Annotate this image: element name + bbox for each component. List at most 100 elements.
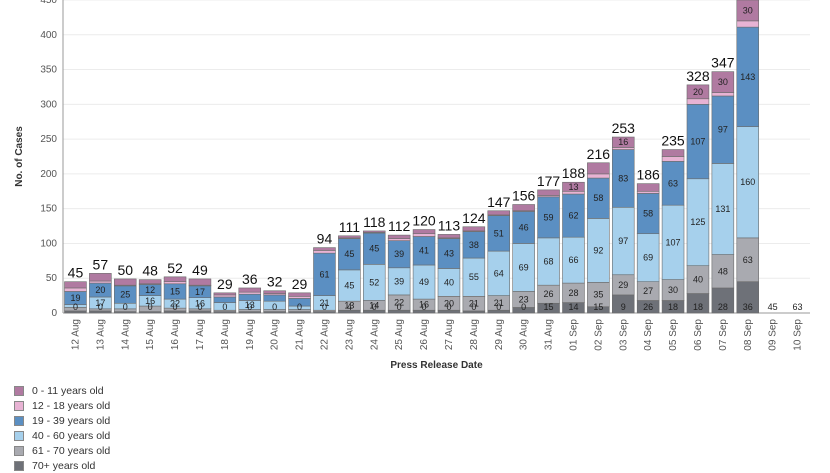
segment-value-label: 131 bbox=[715, 204, 730, 214]
bar-bottom-label: 18 bbox=[668, 302, 678, 312]
bar-bottom-label: 0 bbox=[197, 302, 202, 312]
bar-total-label: 177 bbox=[537, 173, 561, 189]
bar-bottom-label: 0 bbox=[98, 302, 103, 312]
bar-total-label: 347 bbox=[711, 55, 735, 71]
legend-label: 70+ years old bbox=[32, 459, 96, 472]
legend-item: 19 - 39 years old bbox=[14, 413, 110, 428]
x-tick-label: 20 Aug bbox=[270, 319, 281, 350]
segment-value-label: 21 bbox=[494, 298, 504, 308]
bar-segment bbox=[661, 149, 685, 157]
bar-bottom-label: 0 bbox=[471, 302, 476, 312]
segment-value-label: 39 bbox=[394, 276, 404, 286]
legend-item: 70+ years old bbox=[14, 458, 110, 473]
segment-value-label: 13 bbox=[245, 300, 255, 310]
segment-value-label: 16 bbox=[419, 300, 429, 310]
segment-value-label: 40 bbox=[693, 275, 703, 285]
bar-segment bbox=[338, 235, 361, 239]
legend-label: 12 - 18 years old bbox=[32, 399, 111, 412]
x-tick-label: 05 Sep bbox=[668, 319, 679, 351]
bar-segment bbox=[263, 294, 286, 302]
x-tick-label: 10 Sep bbox=[793, 319, 804, 351]
x-tick-label: 22 Aug bbox=[319, 319, 330, 350]
bar-bottom-label: 0 bbox=[173, 302, 178, 312]
segment-value-label: 107 bbox=[690, 137, 705, 147]
segment-value-label: 21 bbox=[319, 298, 329, 308]
bar-segment bbox=[288, 292, 311, 297]
bar-bottom-label: 0 bbox=[422, 302, 427, 312]
bar-segment bbox=[387, 234, 411, 239]
segment-value-label: 15 bbox=[170, 286, 180, 296]
bar-bottom-label: 0 bbox=[372, 302, 377, 312]
segment-value-label: 28 bbox=[568, 288, 578, 298]
legend-item: 12 - 18 years old bbox=[14, 398, 110, 413]
bar-segment bbox=[362, 230, 386, 233]
bar-segment bbox=[537, 189, 560, 196]
legend-item: 40 - 60 years old bbox=[14, 428, 110, 443]
segment-value-label: 52 bbox=[369, 277, 379, 287]
segment-value-label: 125 bbox=[690, 217, 705, 227]
bar-total-label: 49 bbox=[192, 262, 208, 278]
segment-value-label: 68 bbox=[544, 257, 554, 267]
x-tick-label: 31 Aug bbox=[544, 319, 555, 350]
bar-bottom-label: 0 bbox=[247, 302, 252, 312]
bar-segment bbox=[163, 281, 187, 285]
x-tick-label: 12 Aug bbox=[70, 319, 81, 350]
bar-total-label: 112 bbox=[388, 218, 411, 234]
bar-segment bbox=[64, 281, 87, 289]
segment-value-label: 21 bbox=[469, 299, 479, 309]
bar-bottom-label: 26 bbox=[643, 302, 653, 312]
segment-value-label: 16 bbox=[195, 298, 205, 308]
y-tick-label: 100 bbox=[40, 238, 57, 249]
bar-total-label: 253 bbox=[612, 120, 636, 136]
segment-value-label: 83 bbox=[618, 173, 628, 183]
segment-value-label: 40 bbox=[444, 277, 454, 287]
x-tick-label: 03 Sep bbox=[618, 319, 629, 351]
bar-total-label: 29 bbox=[292, 276, 308, 292]
bar-segment bbox=[611, 147, 635, 150]
segment-value-label: 25 bbox=[120, 290, 130, 300]
bar-segment bbox=[163, 276, 187, 283]
x-tick-label: 21 Aug bbox=[295, 319, 306, 350]
x-tick-label: 23 Aug bbox=[344, 319, 355, 350]
x-tick-label: 27 Aug bbox=[444, 319, 455, 350]
segment-value-label: 45 bbox=[344, 281, 354, 291]
segment-value-label: 16 bbox=[618, 137, 628, 147]
x-tick-label: 19 Aug bbox=[245, 319, 256, 350]
bar-bottom-label: 14 bbox=[568, 302, 578, 312]
y-tick-label: 150 bbox=[40, 204, 57, 215]
segment-value-label: 12 bbox=[145, 285, 155, 295]
segment-value-label: 61 bbox=[319, 269, 329, 279]
segment-value-label: 69 bbox=[643, 253, 653, 263]
y-tick-label: 400 bbox=[40, 30, 57, 41]
bar-segment bbox=[213, 294, 237, 298]
bar-segment bbox=[636, 190, 660, 194]
segment-value-label: 64 bbox=[494, 268, 504, 278]
bar-bottom-label: 0 bbox=[73, 302, 78, 312]
y-tick-label: 200 bbox=[40, 169, 57, 180]
bar-total-label: 36 bbox=[242, 271, 258, 287]
x-tick-label: 28 Aug bbox=[469, 319, 480, 350]
segment-value-label: 63 bbox=[743, 255, 753, 265]
segment-value-label: 19 bbox=[70, 293, 80, 303]
y-tick-label: 250 bbox=[40, 134, 57, 145]
bar-bottom-label: 63 bbox=[793, 302, 803, 312]
x-tick-label: 02 Sep bbox=[593, 319, 604, 351]
segment-value-label: 46 bbox=[519, 222, 529, 232]
bar-bottom-label: 0 bbox=[222, 302, 227, 312]
x-tick-label: 25 Aug bbox=[394, 319, 405, 350]
bar-bottom-label: 4 bbox=[347, 302, 352, 312]
segment-value-label: 160 bbox=[740, 177, 755, 187]
segment-value-label: 13 bbox=[568, 182, 578, 192]
bar-segment bbox=[587, 173, 610, 179]
bar-total-label: 94 bbox=[317, 231, 333, 247]
x-tick-label: 17 Aug bbox=[195, 319, 206, 350]
bar-total-label: 57 bbox=[93, 256, 109, 272]
segment-value-label: 16 bbox=[145, 296, 155, 306]
bar-total-label: 111 bbox=[339, 219, 360, 235]
bar-total-label: 156 bbox=[512, 187, 536, 203]
segment-value-label: 48 bbox=[718, 266, 728, 276]
bar-segment bbox=[313, 247, 336, 251]
bar-segment bbox=[89, 273, 112, 282]
bar-bottom-label: 15 bbox=[593, 302, 603, 312]
y-axis-title: No. of Cases bbox=[14, 126, 25, 187]
